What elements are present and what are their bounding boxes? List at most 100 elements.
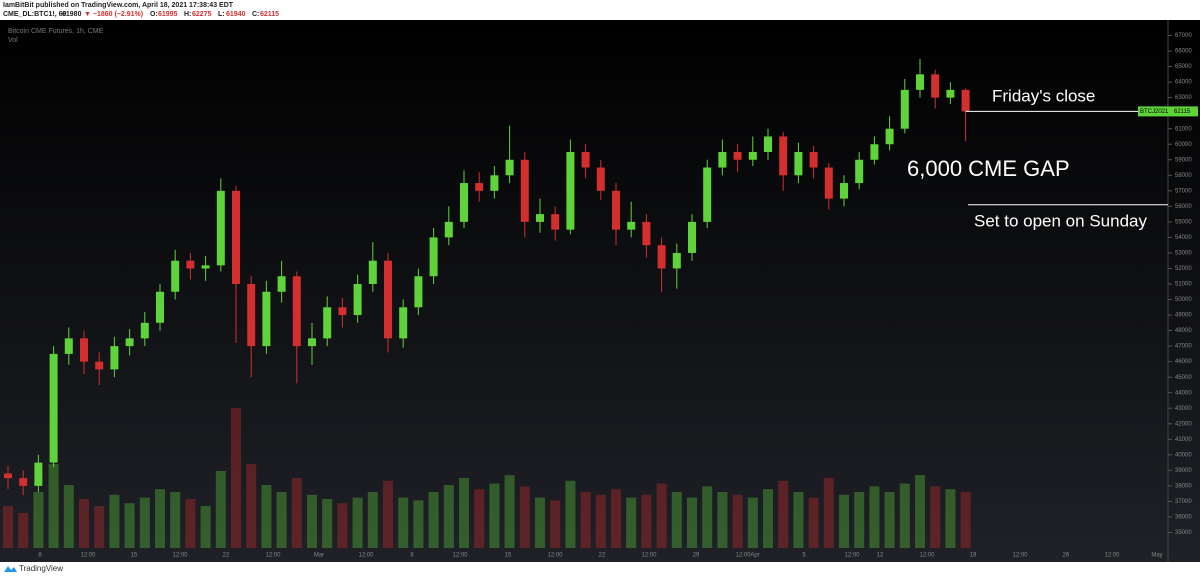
x-tick-label: Mar — [314, 553, 324, 559]
candle-body — [885, 128, 894, 145]
ohlc-value: 61995 — [158, 11, 178, 18]
candle-body — [657, 245, 666, 269]
candle-body — [642, 221, 651, 246]
candle-body — [916, 74, 924, 90]
annotation-sunday: Set to open on Sunday — [974, 211, 1147, 230]
volume-bar — [960, 492, 971, 548]
ohlc-value: 62115 — [260, 11, 279, 18]
x-tick-label: 12:00 — [547, 553, 563, 559]
candle-body — [946, 89, 955, 98]
volume-bar — [33, 492, 44, 548]
y-tick-label: 67000 — [1175, 33, 1192, 39]
header-line1: IamBitBit published on TradingView.com, … — [3, 2, 234, 9]
candle-body — [49, 353, 58, 463]
volume-bar — [428, 492, 439, 548]
candle-body — [688, 221, 696, 253]
last-price: 61980 — [62, 11, 82, 18]
ohlc-label: L: — [218, 11, 225, 18]
candle-body — [703, 167, 712, 222]
candle-body — [338, 307, 347, 316]
x-tick-label: 12:00 — [1104, 553, 1120, 559]
candle-body — [505, 159, 514, 176]
candle-body — [627, 221, 636, 230]
volume-bar — [3, 506, 13, 548]
symbol: CME_DL:BTC1!, 60 — [3, 11, 67, 18]
candle-body — [384, 260, 392, 339]
candle-body — [140, 322, 149, 339]
ohlc-value: 61940 — [226, 11, 246, 18]
x-tick-label: Apr — [750, 553, 759, 559]
x-tick-label: 12:00 — [735, 553, 751, 559]
volume-bar — [869, 486, 880, 548]
volume-bar — [124, 503, 135, 548]
x-tick-label: 15 — [505, 553, 512, 559]
x-tick-label: 22 — [599, 553, 606, 559]
candle-body — [308, 338, 316, 347]
volume-bar — [580, 492, 591, 548]
candle-body — [551, 214, 560, 230]
tv-logo — [4, 566, 17, 572]
candle-body — [247, 284, 256, 347]
candle-body — [171, 260, 180, 292]
y-tick-label: 55000 — [1175, 219, 1192, 225]
price-tag-symbol: BTCJ2021 — [1140, 109, 1169, 115]
candle-body — [34, 462, 43, 486]
candle-body — [581, 152, 590, 168]
x-tick-label: 22 — [223, 553, 230, 559]
volume-bar — [261, 485, 272, 548]
y-tick-label: 46000 — [1175, 359, 1192, 365]
volume-bar — [641, 494, 652, 548]
y-tick-label: 41000 — [1175, 437, 1192, 443]
y-tick-label: 38000 — [1175, 483, 1192, 489]
candle-body — [779, 136, 788, 176]
candle-body — [262, 291, 271, 347]
y-tick-label: 61000 — [1175, 126, 1192, 132]
volume-bar — [48, 464, 59, 548]
volume-label: Vol — [8, 37, 18, 44]
volume-bar — [185, 499, 196, 548]
price-tag-value: 62115 — [1174, 109, 1191, 115]
volume-bar — [595, 494, 606, 548]
candle-body — [764, 136, 772, 152]
volume-bar — [200, 506, 211, 548]
candle-body — [95, 361, 104, 370]
x-tick-label: 29 — [693, 553, 700, 559]
y-tick-label: 49000 — [1175, 313, 1192, 319]
volume-bar — [535, 497, 545, 548]
volume-bar — [246, 464, 257, 548]
volume-bar — [808, 497, 819, 548]
y-tick-label: 50000 — [1175, 297, 1192, 303]
candle-body — [80, 338, 88, 362]
annotation-friday: Friday's close — [992, 86, 1095, 105]
volume-bar — [215, 471, 226, 548]
x-tick-label: 12:00 — [1012, 553, 1028, 559]
ohlc-label: H: — [184, 11, 191, 18]
candle-body — [809, 152, 818, 168]
change: ▼ −1860 (−2.91%) — [84, 11, 143, 18]
volume-bar — [337, 503, 348, 548]
y-tick-label: 44000 — [1175, 390, 1192, 396]
ohlc-value: 62275 — [192, 11, 212, 18]
chart-bg — [0, 20, 1200, 562]
candle-body — [460, 183, 468, 222]
volume-bar — [671, 492, 682, 548]
y-tick-label: 42000 — [1175, 421, 1192, 427]
x-tick-label: May — [1151, 553, 1162, 559]
volume-bar — [702, 486, 713, 548]
candle-body — [156, 291, 164, 323]
volume-bar — [276, 492, 287, 548]
y-tick-label: 45000 — [1175, 375, 1192, 381]
volume-bar — [139, 497, 150, 548]
candle-body — [490, 175, 499, 191]
volume-bar — [915, 475, 925, 548]
x-tick-label: 12:00 — [358, 553, 374, 559]
candle-body — [110, 346, 119, 370]
y-tick-label: 64000 — [1175, 80, 1192, 86]
volume-bar — [474, 489, 485, 548]
volume-bar — [899, 483, 910, 548]
volume-bar — [155, 489, 165, 548]
y-tick-label: 35000 — [1175, 530, 1192, 536]
y-tick-label: 52000 — [1175, 266, 1192, 272]
x-tick-label: 26 — [1063, 553, 1070, 559]
